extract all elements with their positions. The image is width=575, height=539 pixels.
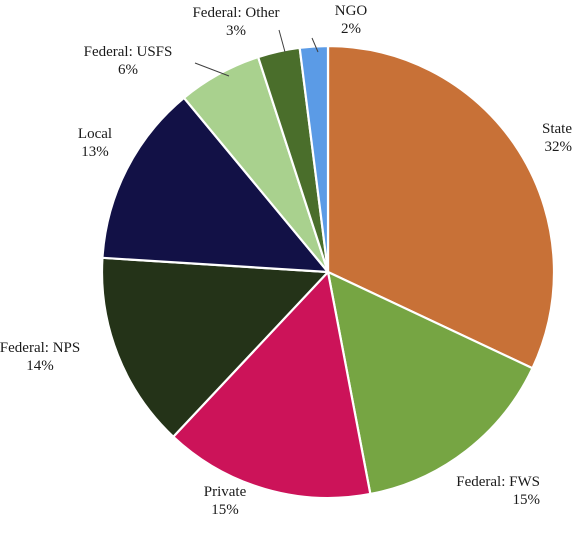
leader-line-federal-usfs	[194, 62, 230, 77]
slice-label-name: Local	[78, 126, 112, 142]
slice-label-percent: 15%	[513, 492, 541, 508]
slice-label-name: State	[542, 121, 572, 137]
slice-label-percent: 13%	[81, 144, 109, 160]
slice-label-federal-nps: Federal: NPS 14%	[0, 340, 80, 374]
slice-label-percent: 32%	[545, 139, 573, 155]
leader-line-ngo	[311, 37, 319, 53]
leader-lines	[194, 29, 319, 77]
pie-slice-ngo	[298, 44, 330, 274]
slice-label-percent: 3%	[226, 23, 246, 39]
slice-label-name: Federal: USFS	[84, 44, 173, 60]
pie-slices	[100, 44, 556, 500]
slice-label-name: NGO	[335, 3, 368, 19]
slice-label-federal-other: Federal: Other 3%	[192, 5, 279, 39]
slice-label-percent: 6%	[118, 62, 138, 78]
slice-label-federal-usfs: Federal: USFS 6%	[84, 44, 173, 78]
pie-slice-federal-fws	[326, 270, 534, 496]
slice-label-local: Local 13%	[78, 126, 112, 160]
slice-label-percent: 15%	[211, 502, 239, 518]
slice-label-name: Federal: FWS	[456, 474, 540, 490]
slice-label-state: State 32%	[542, 121, 572, 155]
slice-label-name: Federal: NPS	[0, 340, 80, 356]
slice-labels: State 32%Federal: FWS 15%Private 15%Federal…	[0, 3, 572, 518]
slice-label-percent: 14%	[26, 358, 54, 374]
slice-label-name: Private	[204, 484, 247, 500]
pie-slice-state	[326, 44, 556, 370]
slice-label-name: Federal: Other	[192, 5, 279, 21]
slice-label-private: Private 15%	[204, 484, 247, 518]
leader-line-federal-other	[278, 29, 286, 53]
pie-slice-private	[172, 270, 372, 500]
slice-label-percent: 2%	[341, 21, 361, 37]
slice-label-ngo: NGO 2%	[335, 3, 368, 37]
slice-label-federal-fws: Federal: FWS 15%	[456, 474, 540, 508]
pie-slice-federal-nps	[100, 256, 330, 438]
pie-slice-local	[101, 96, 330, 274]
